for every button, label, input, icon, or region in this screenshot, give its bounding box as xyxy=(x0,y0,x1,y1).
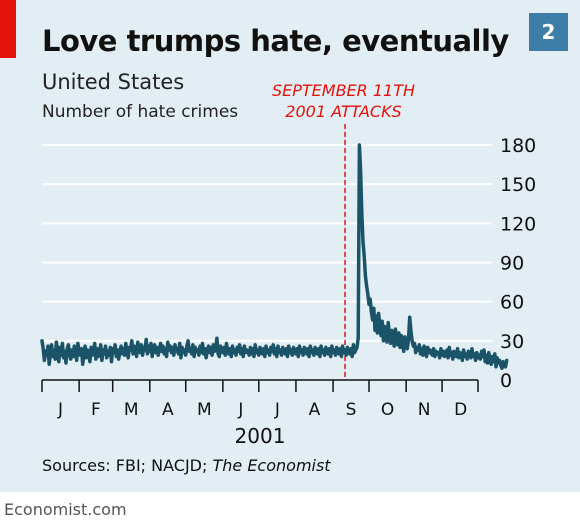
hate-crimes-series-line xyxy=(40,143,509,371)
chart-title: Love trumps hate, eventually xyxy=(42,24,509,58)
x-tick-label: O xyxy=(381,400,394,420)
x-tick-label: A xyxy=(309,400,321,420)
y-tick-label: 60 xyxy=(500,292,524,314)
y-tick-label: 180 xyxy=(500,135,536,157)
chart-subtitle: United States xyxy=(42,70,185,94)
y-axis-label: Number of hate crimes xyxy=(42,102,239,122)
y-tick-label: 120 xyxy=(500,213,536,235)
x-tick-label: A xyxy=(162,400,174,420)
source-economist: The Economist xyxy=(212,456,331,475)
annotation-line-2: 2001 ATTACKS xyxy=(285,102,402,121)
footer-brand: Economist.com xyxy=(4,500,127,519)
annotation-line-1: SEPTEMBER 11TH xyxy=(271,81,416,100)
y-tick-label: 90 xyxy=(500,253,524,275)
y-tick-label: 150 xyxy=(500,174,536,196)
x-tick-label: M xyxy=(124,400,139,420)
x-tick-label: J xyxy=(237,400,243,420)
y-tick-label: 30 xyxy=(500,331,524,353)
chart-number-badge: 2 xyxy=(529,13,568,51)
x-tick-label: N xyxy=(418,400,431,420)
x-tick-label: D xyxy=(454,400,467,420)
source-note: Sources: FBI; NACJD; The Economist xyxy=(42,456,331,475)
event-annotation: SEPTEMBER 11TH 2001 ATTACKS xyxy=(246,80,441,122)
red-accent-tag xyxy=(0,0,16,58)
chart-panel xyxy=(0,0,580,492)
x-tick-label: J xyxy=(57,400,63,420)
x-axis-title: 2001 xyxy=(234,424,286,448)
x-tick-label: J xyxy=(274,400,280,420)
x-tick-label: F xyxy=(91,400,101,420)
x-tick-label: M xyxy=(197,400,212,420)
y-tick-label: 0 xyxy=(500,370,512,392)
x-tick-label: S xyxy=(346,400,357,420)
source-text: Sources: FBI; NACJD; xyxy=(42,456,213,475)
